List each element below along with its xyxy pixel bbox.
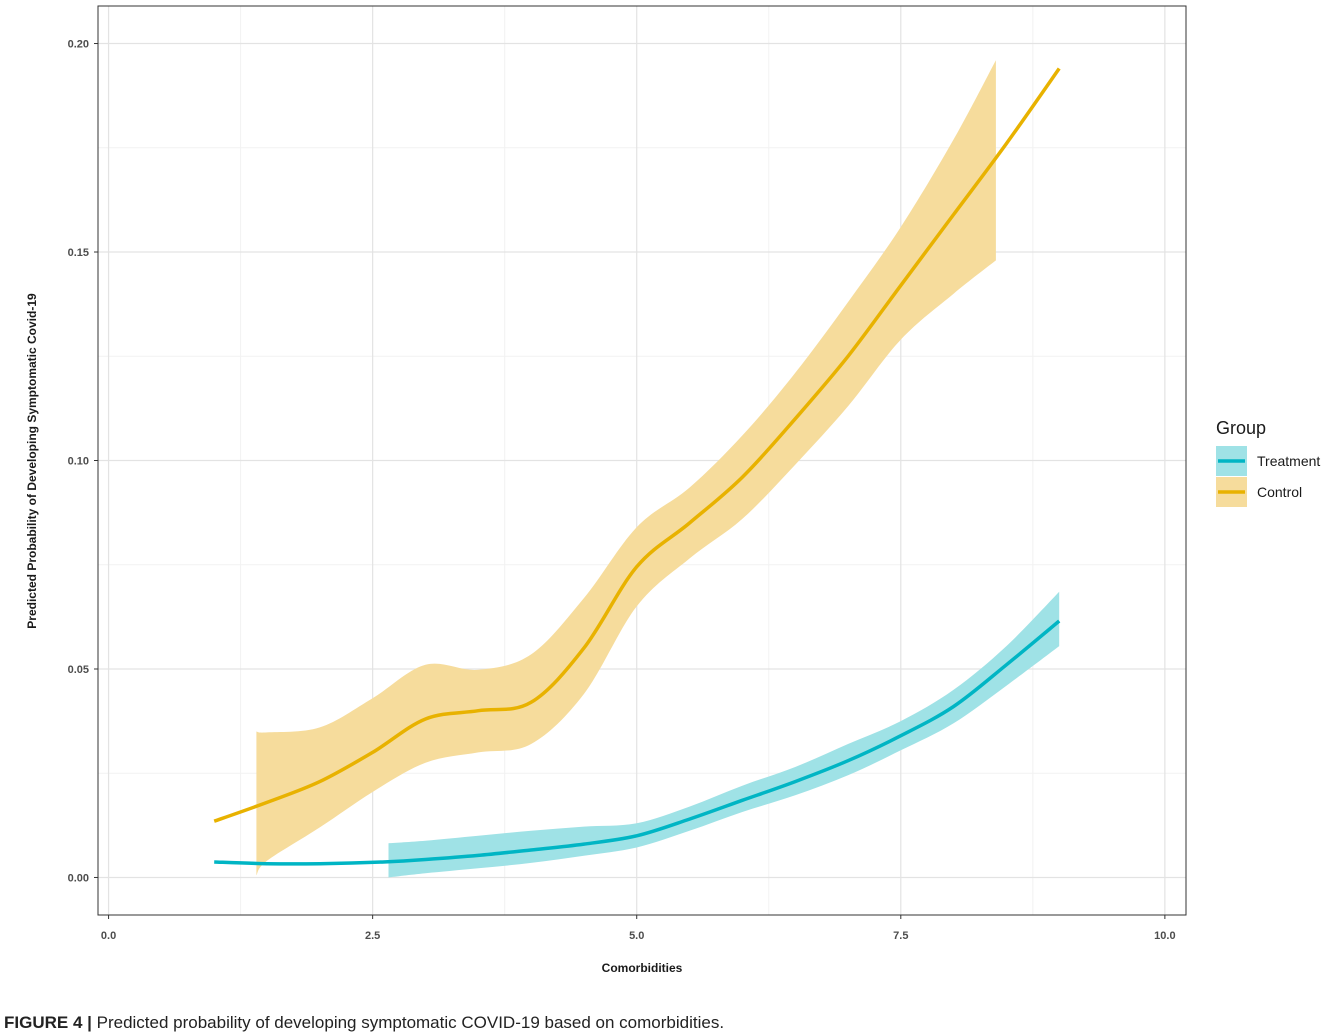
- series-lines: [213, 67, 1061, 866]
- x-tick-label: 2.5: [365, 930, 380, 942]
- confidence-bands: [256, 60, 1060, 878]
- chart: 0.0 2.5 5.0 7.5 10.0 0.00 0.05 0.10 0.15 0.20 Co…: [25, 5, 1320, 975]
- y-axis-title: Predicted Probability of Developing Symp…: [25, 293, 39, 629]
- y-tick-label: 0.15: [68, 247, 89, 259]
- legend-title: Group: [1216, 418, 1266, 438]
- legend-label-control: Control: [1257, 484, 1302, 500]
- y-tick-label: 0.20: [68, 39, 89, 51]
- caption-prefix: FIGURE 4 |: [4, 1013, 92, 1032]
- y-tick-label: 0.00: [68, 872, 89, 884]
- series-line-control: [213, 67, 1061, 823]
- figure-caption: FIGURE 4 | Predicted probability of deve…: [4, 1013, 724, 1033]
- confidence-band-control: [256, 60, 996, 876]
- series-line-treatment: [214, 619, 1061, 866]
- y-tick-label: 0.10: [68, 456, 89, 468]
- x-tick-label: 7.5: [893, 930, 908, 942]
- x-tick-label: 5.0: [629, 930, 644, 942]
- caption-text: Predicted probability of developing symp…: [91, 1013, 725, 1032]
- x-axis: 0.0 2.5 5.0 7.5 10.0: [101, 915, 1176, 942]
- x-tick-label: 10.0: [1154, 930, 1175, 942]
- y-axis: 0.00 0.05 0.10 0.15 0.20: [68, 39, 98, 884]
- legend-label-treatment: Treatment: [1257, 453, 1320, 469]
- x-tick-label: 0.0: [101, 930, 116, 942]
- x-axis-title: Comorbidities: [602, 961, 683, 975]
- confidence-band-treatment: [388, 591, 1060, 878]
- legend: Group Treatment Control: [1216, 418, 1320, 507]
- y-tick-label: 0.05: [68, 664, 89, 676]
